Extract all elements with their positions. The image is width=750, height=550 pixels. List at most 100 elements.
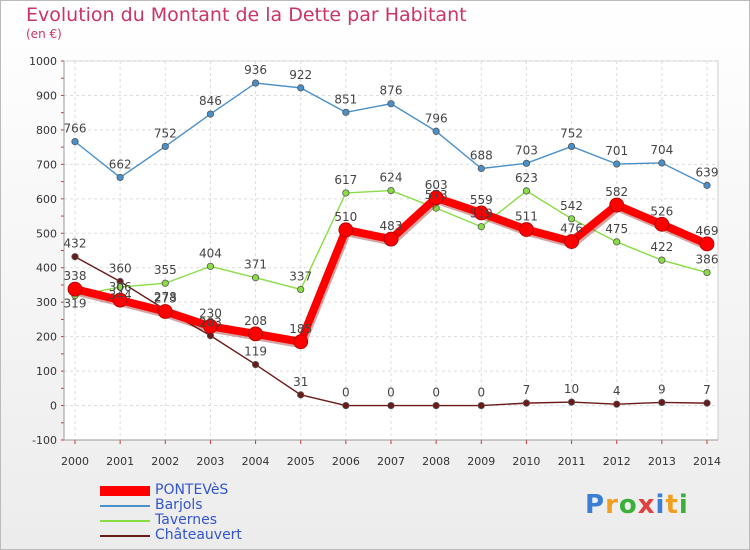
chart-unit: (en €)	[26, 27, 62, 41]
legend-swatch	[100, 505, 150, 507]
y-tick-label: 800	[36, 124, 57, 137]
x-tick-label: 2012	[603, 455, 631, 468]
data-label: 31	[293, 375, 308, 389]
data-point	[71, 253, 79, 261]
data-label: 7	[523, 383, 531, 397]
data-label: 422	[650, 240, 673, 254]
x-tick-label: 2000	[61, 455, 89, 468]
x-tick-label: 2007	[377, 455, 405, 468]
y-tick-label: 300	[36, 296, 57, 309]
data-label: 639	[696, 165, 719, 179]
data-point	[432, 401, 440, 410]
data-label: 0	[342, 386, 350, 400]
data-point	[338, 222, 354, 238]
data-label: 752	[154, 126, 177, 140]
legend-label: PONTEVèS	[155, 482, 229, 498]
data-label: 278	[154, 290, 177, 304]
data-point	[473, 205, 489, 221]
data-point	[658, 159, 666, 167]
legend-label: Barjols	[155, 497, 203, 513]
data-label: 208	[244, 314, 267, 328]
series-layer	[67, 79, 715, 410]
data-point	[609, 197, 625, 213]
data-point	[383, 231, 399, 247]
data-label: 624	[380, 171, 403, 185]
data-point	[342, 189, 350, 197]
data-label: 319	[64, 297, 87, 311]
x-tick-label: 2010	[512, 455, 540, 468]
data-label: 0	[387, 386, 395, 400]
logo-letter: o	[618, 490, 638, 520]
data-label: 119	[244, 345, 267, 359]
data-label: 603	[425, 178, 448, 192]
legend-label: Tavernes	[155, 512, 218, 528]
data-label: 519	[470, 207, 493, 221]
data-label: 936	[244, 63, 267, 77]
y-tick-label: 600	[36, 193, 57, 206]
data-point	[387, 100, 395, 108]
data-label: 876	[380, 84, 403, 98]
y-tick-label: 500	[36, 227, 57, 240]
y-tick-label: 400	[36, 262, 57, 275]
x-tick-label: 2005	[287, 455, 315, 468]
data-point	[203, 318, 218, 334]
data-label: 360	[109, 262, 132, 276]
chart-title: Evolution du Montant de la Dette par Hab…	[26, 4, 467, 26]
x-tick-label: 2004	[242, 455, 270, 468]
data-label: 483	[380, 219, 403, 233]
legend-swatch	[100, 520, 150, 522]
logo-letter: r	[605, 490, 619, 520]
data-point	[297, 84, 305, 92]
data-label: 846	[199, 94, 222, 108]
legend-swatch	[100, 486, 150, 496]
x-tick-label: 2011	[558, 455, 586, 468]
data-label: 511	[515, 209, 538, 223]
data-point	[161, 142, 169, 151]
data-point	[157, 304, 173, 319]
data-point	[699, 236, 715, 252]
data-label: 475	[605, 222, 628, 236]
data-point	[567, 398, 576, 406]
data-label: 559	[470, 193, 493, 207]
data-label: 766	[64, 122, 87, 136]
x-tick-label: 2009	[467, 455, 495, 468]
data-label: 185	[289, 322, 312, 336]
data-point	[567, 142, 576, 151]
data-label: 701	[605, 144, 628, 158]
data-label: 338	[64, 269, 87, 283]
plot-area	[63, 60, 719, 441]
logo-letter: i	[655, 490, 666, 520]
data-label: 9	[658, 382, 666, 396]
data-label: 752	[560, 126, 583, 140]
data-point	[567, 215, 576, 223]
data-point	[206, 262, 215, 270]
logo-letter: x	[637, 490, 656, 520]
data-point	[519, 222, 534, 237]
proxiti-logo: Proxiti	[585, 490, 689, 520]
data-point	[206, 110, 215, 118]
data-point	[67, 281, 83, 297]
legend-label: Châteauvert	[155, 527, 242, 543]
x-tick-label: 2014	[693, 455, 721, 468]
legend-swatch	[100, 535, 150, 537]
data-label: 0	[432, 386, 440, 400]
data-point	[522, 159, 531, 167]
data-point	[658, 398, 666, 407]
data-label: 662	[109, 157, 132, 171]
y-tick-label: 1000	[29, 55, 57, 68]
data-point	[251, 360, 260, 369]
y-tick-label: 0	[50, 400, 57, 413]
y-tick-label: 100	[36, 365, 57, 378]
data-point	[477, 164, 485, 173]
x-tick-label: 2001	[106, 455, 134, 468]
data-label: 386	[696, 253, 719, 267]
grid-layer	[63, 60, 719, 441]
data-point	[116, 283, 124, 291]
data-label: 617	[334, 173, 357, 187]
y-tick-label: 700	[36, 158, 57, 171]
data-label: 796	[425, 111, 448, 125]
data-point	[613, 238, 621, 246]
data-label: 510	[334, 210, 357, 224]
data-label: 623	[515, 171, 538, 185]
